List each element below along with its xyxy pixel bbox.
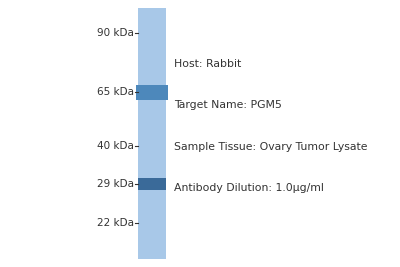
Text: 22 kDa: 22 kDa [97, 218, 134, 228]
Bar [138, 178, 166, 190]
Text: 40 kDa: 40 kDa [97, 140, 134, 151]
Text: 90 kDa: 90 kDa [97, 28, 134, 38]
Text: 65 kDa: 65 kDa [97, 87, 134, 97]
Bar [136, 85, 168, 100]
Text: Antibody Dilution: 1.0µg/ml: Antibody Dilution: 1.0µg/ml [174, 183, 324, 193]
Bar [138, 8, 166, 259]
Text: 29 kDa: 29 kDa [97, 179, 134, 189]
Text: Sample Tissue: Ovary Tumor Lysate: Sample Tissue: Ovary Tumor Lysate [174, 142, 368, 151]
Text: Host: Rabbit: Host: Rabbit [174, 59, 241, 69]
Text: Target Name: PGM5: Target Name: PGM5 [174, 100, 282, 110]
